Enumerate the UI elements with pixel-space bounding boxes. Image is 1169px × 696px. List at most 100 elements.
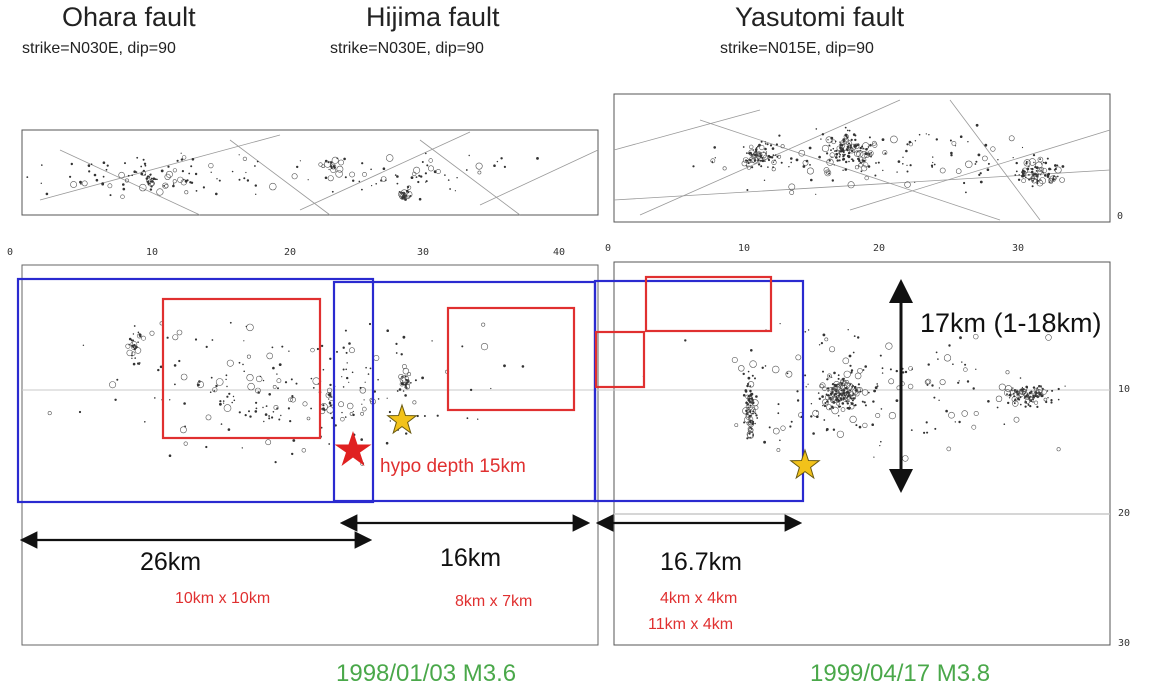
xs-quake xyxy=(402,364,406,368)
xs-quake xyxy=(959,380,960,381)
xs-quake xyxy=(1006,393,1008,395)
hypocenter-star xyxy=(335,431,372,466)
map-quake xyxy=(181,153,182,154)
xs-quake xyxy=(879,445,880,446)
xs-quake xyxy=(329,358,331,360)
xs-quake xyxy=(1013,395,1015,397)
map-quake xyxy=(370,169,372,171)
xs-quake xyxy=(839,393,842,396)
xs-quake xyxy=(772,366,779,373)
xs-quake xyxy=(755,413,757,415)
xs-quake xyxy=(833,429,835,431)
map-quake xyxy=(775,154,777,156)
xs-quake xyxy=(345,416,347,418)
xs-quake xyxy=(361,412,364,415)
xs-quake xyxy=(735,424,738,427)
left-x-tick-10: 10 xyxy=(146,247,158,258)
xs-quake xyxy=(173,335,178,340)
xs-quake xyxy=(1012,390,1013,391)
xs-quake xyxy=(369,323,371,325)
xs-quake xyxy=(939,387,940,388)
xs-quake xyxy=(964,364,966,366)
xs-quake xyxy=(975,369,976,370)
xs-quake xyxy=(399,388,402,391)
event-star-1999 xyxy=(791,450,820,478)
xs-quake xyxy=(752,421,754,423)
map-quake xyxy=(150,188,152,190)
xs-quake xyxy=(843,392,846,395)
map-quake xyxy=(978,154,981,157)
xs-quake xyxy=(324,409,326,411)
right-x-tick-0: 0 xyxy=(605,243,611,254)
map-quake xyxy=(1039,158,1041,160)
map-quake xyxy=(381,177,386,182)
xs-quake xyxy=(273,385,276,388)
xs-quake xyxy=(263,380,264,381)
map-quake xyxy=(209,163,214,168)
xs-quake xyxy=(746,437,748,439)
xs-quake xyxy=(1020,404,1022,406)
xs-quake xyxy=(940,379,945,384)
xs-quake xyxy=(1065,386,1066,387)
map-quake xyxy=(1031,168,1033,170)
xs-quake xyxy=(134,357,136,359)
xs-quake xyxy=(849,407,851,409)
xs-quake xyxy=(362,407,366,411)
xs-quake xyxy=(748,415,750,417)
xs-quake xyxy=(410,382,412,384)
map-quake xyxy=(932,162,933,163)
map-quake xyxy=(339,160,344,165)
xs-quake xyxy=(789,425,791,427)
xs-quake xyxy=(288,407,290,409)
map-quake xyxy=(915,140,916,141)
xs-quake xyxy=(862,401,864,403)
xs-quake xyxy=(754,377,756,379)
xs-quake xyxy=(405,386,407,388)
xs-quake xyxy=(949,412,955,418)
xs-quake xyxy=(964,368,968,372)
xs-quake xyxy=(823,419,825,421)
xs-quake xyxy=(169,454,172,457)
xs-quake xyxy=(855,389,858,392)
xs-quake xyxy=(962,411,968,417)
xs-quake xyxy=(838,378,840,380)
map-quake xyxy=(504,166,506,168)
xs-quake xyxy=(889,379,894,384)
xs-quake xyxy=(424,415,426,417)
map-quake xyxy=(1022,147,1023,148)
xs-quake xyxy=(829,375,830,376)
xs-quake xyxy=(268,417,270,419)
map-quake xyxy=(145,165,147,167)
map-quake xyxy=(767,166,769,168)
map-quake xyxy=(842,170,843,171)
map-quake xyxy=(324,161,330,167)
map-quake xyxy=(830,137,833,140)
xs-quake xyxy=(923,432,925,434)
xs-quake xyxy=(997,407,999,409)
map-quake xyxy=(855,166,858,169)
xs-quake xyxy=(395,343,397,345)
map-quake xyxy=(776,143,778,145)
xs-quake xyxy=(285,381,287,383)
yasutomi-length-label: 16.7km xyxy=(660,548,742,577)
xs-quake xyxy=(1004,423,1006,425)
xs-quake xyxy=(753,409,754,410)
xs-quake xyxy=(141,336,145,340)
xs-quake xyxy=(296,383,298,385)
map-quake xyxy=(444,174,446,176)
xs-quake xyxy=(248,383,255,390)
xs-quake xyxy=(403,390,404,391)
xs-quake xyxy=(1009,397,1010,398)
xs-quake xyxy=(317,348,319,350)
xs-quake xyxy=(361,404,362,405)
xs-quake xyxy=(847,407,849,409)
xs-quake xyxy=(896,399,899,402)
xs-quake xyxy=(844,378,845,379)
xs-quake xyxy=(877,385,879,387)
map-quake xyxy=(185,180,188,183)
map-quake xyxy=(848,182,854,188)
map-quake xyxy=(143,170,145,172)
map-quake xyxy=(328,162,330,164)
xs-quake xyxy=(263,421,264,422)
map-fault-trace xyxy=(614,110,760,150)
